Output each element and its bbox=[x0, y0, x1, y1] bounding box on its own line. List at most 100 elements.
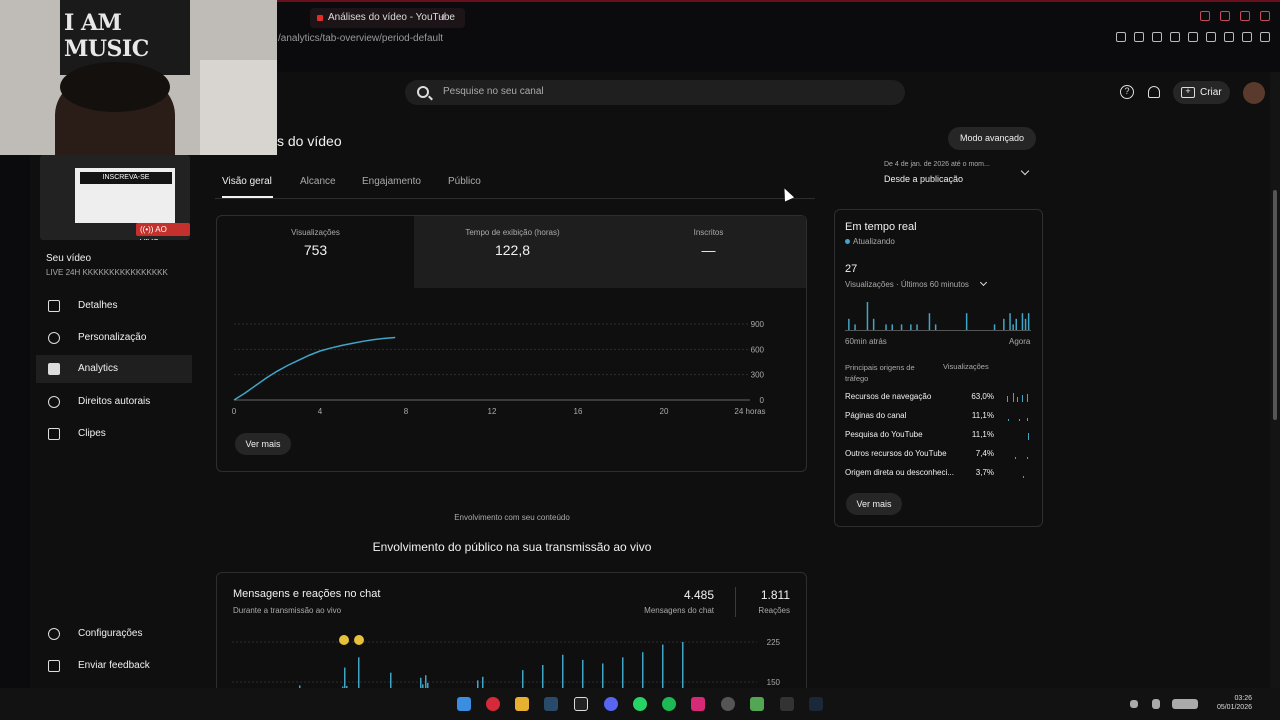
tab-publico[interactable]: Público bbox=[448, 176, 481, 187]
steam-icon[interactable] bbox=[544, 697, 558, 711]
menu-icon[interactable] bbox=[1260, 32, 1270, 42]
clock-date[interactable]: 05/01/2026 bbox=[1216, 704, 1252, 711]
steam-icon[interactable] bbox=[809, 697, 823, 711]
close-icon[interactable] bbox=[1260, 11, 1270, 21]
instagram-icon[interactable] bbox=[691, 697, 705, 711]
microphone-icon[interactable] bbox=[1152, 699, 1160, 709]
source-name: Pesquisa do YouTube bbox=[845, 430, 923, 439]
create-button[interactable]: + Criar bbox=[1173, 81, 1230, 104]
create-label: Criar bbox=[1200, 87, 1222, 98]
chat-bar bbox=[482, 676, 484, 688]
engagement-heading: Envolvimento do público na sua transmiss… bbox=[372, 540, 652, 554]
sources-views-header: Visualizações bbox=[943, 362, 989, 371]
play-icon[interactable] bbox=[1170, 32, 1180, 42]
profile-icon[interactable] bbox=[1224, 32, 1234, 42]
whatsapp-icon[interactable] bbox=[633, 697, 647, 711]
video-title: LIVE 24H KKKKKKKKKKKKKKKK bbox=[46, 268, 168, 277]
app-icon[interactable] bbox=[721, 697, 735, 711]
scrollbar-thumb[interactable] bbox=[1273, 190, 1277, 420]
sidebar-item-label: Configurações bbox=[78, 628, 143, 639]
sidebar-item-direitos[interactable]: Direitos autorais bbox=[36, 388, 192, 416]
sidebar-item-clipes[interactable]: Clipes bbox=[36, 420, 192, 448]
metric-views[interactable]: Visualizações 753 bbox=[217, 216, 414, 288]
see-more-button[interactable]: Ver mais bbox=[846, 493, 902, 515]
source-sparkline bbox=[1008, 418, 1028, 421]
network-volume-icon[interactable] bbox=[1172, 699, 1198, 709]
period-selector[interactable]: Desde a publicação bbox=[884, 174, 964, 184]
tab-alcance[interactable]: Alcance bbox=[300, 176, 336, 187]
tray-chevron-icon[interactable] bbox=[1130, 700, 1138, 708]
chat-bar bbox=[346, 685, 348, 688]
search-input[interactable]: Pesquise no seu canal bbox=[443, 86, 544, 97]
minimize-icon[interactable] bbox=[1220, 11, 1230, 21]
chat-bar bbox=[662, 644, 664, 688]
y-tick-label: 900 bbox=[751, 320, 765, 329]
realtime-metric-selector[interactable]: Visualizações · Últimos 60 minutos bbox=[845, 280, 969, 289]
source-row: Outros recursos do YouTube 7,4% bbox=[845, 449, 1035, 463]
chat-bar bbox=[602, 663, 604, 688]
sidebar-item-detalhes[interactable]: Detalhes bbox=[36, 292, 192, 320]
opera-icon[interactable] bbox=[486, 697, 500, 711]
source-row: Pesquisa do YouTube 11,1% bbox=[845, 430, 1035, 444]
bar-chart-icon bbox=[48, 363, 60, 375]
broadcast-icon bbox=[48, 332, 60, 344]
address-bar[interactable]: /analytics/tab-overview/period-default bbox=[278, 33, 444, 44]
play-store-icon[interactable] bbox=[750, 697, 764, 711]
epic-games-icon[interactable] bbox=[780, 697, 794, 711]
y-tick-label: 0 bbox=[760, 396, 765, 405]
clock-time[interactable]: 03:26 bbox=[1234, 695, 1252, 702]
tiktok-icon[interactable] bbox=[574, 697, 588, 711]
see-more-button[interactable]: Ver mais bbox=[235, 433, 291, 455]
advanced-mode-button[interactable]: Modo avançado bbox=[948, 127, 1036, 150]
realtime-bar bbox=[891, 324, 893, 330]
bell-icon[interactable] bbox=[1148, 86, 1160, 98]
help-icon[interactable]: ? bbox=[1120, 85, 1134, 99]
windows-start-icon[interactable] bbox=[457, 697, 471, 711]
period-range[interactable]: De 4 de jan. de 2026 até o mom... bbox=[884, 161, 990, 168]
sidebar-item-analytics[interactable]: Analytics bbox=[36, 355, 192, 383]
realtime-bar bbox=[854, 324, 856, 330]
folder-icon[interactable] bbox=[515, 697, 529, 711]
chevron-down-icon[interactable] bbox=[1020, 166, 1030, 176]
tab-engajamento[interactable]: Engajamento bbox=[362, 176, 421, 187]
browser-sidebar bbox=[0, 72, 30, 688]
webcam-background bbox=[200, 60, 277, 155]
shield-icon[interactable] bbox=[1152, 32, 1162, 42]
sidebar-item-personalizacao[interactable]: Personalização bbox=[36, 324, 192, 352]
sidebar-item-configuracoes[interactable]: Configurações bbox=[36, 620, 192, 648]
source-pct: 11,1% bbox=[971, 430, 994, 439]
divider bbox=[735, 587, 736, 617]
source-sparkline bbox=[1028, 433, 1029, 440]
browser-tab[interactable]: Análises do vídeo - YouTube bbox=[310, 8, 465, 28]
metric-subscribers[interactable]: Inscritos — bbox=[611, 216, 806, 288]
browser-toolbar-icons bbox=[1116, 32, 1270, 42]
metric-value: — bbox=[701, 242, 716, 258]
page-scrollbar[interactable] bbox=[1270, 72, 1280, 688]
spotify-icon[interactable] bbox=[662, 697, 676, 711]
metric-watch-time[interactable]: Tempo de exibição (horas) 122,8 bbox=[414, 216, 611, 288]
download-icon[interactable] bbox=[1242, 32, 1252, 42]
screenshot-icon[interactable] bbox=[1134, 32, 1144, 42]
chat-messages-value: 4.485 bbox=[683, 588, 714, 602]
avatar[interactable] bbox=[1243, 82, 1265, 104]
heart-icon[interactable] bbox=[1188, 32, 1198, 42]
realtime-bar bbox=[900, 324, 903, 330]
chat-bar bbox=[390, 672, 392, 688]
chat-reactions-label: Reações bbox=[758, 606, 790, 615]
star-icon bbox=[339, 635, 349, 645]
pin-icon[interactable] bbox=[1116, 32, 1126, 42]
maximize-icon[interactable] bbox=[1240, 11, 1250, 21]
new-tab-button[interactable]: + bbox=[440, 10, 448, 24]
tab-visao-geral[interactable]: Visão geral bbox=[222, 176, 272, 187]
x-tick-label: 0 bbox=[232, 407, 237, 416]
extensions-icon[interactable] bbox=[1206, 32, 1216, 42]
realtime-start-label: 60min atrás bbox=[845, 337, 887, 346]
search-icon[interactable] bbox=[1200, 11, 1210, 21]
realtime-count: 27 bbox=[845, 263, 858, 275]
discord-icon[interactable] bbox=[604, 697, 618, 711]
chat-bar bbox=[420, 677, 422, 688]
channel-search[interactable]: Pesquise no seu canal bbox=[405, 80, 905, 105]
sidebar-item-feedback[interactable]: Enviar feedback bbox=[36, 652, 192, 680]
video-thumbnail[interactable]: INSCREVA-SE ((•)) AO VIVO bbox=[40, 155, 190, 240]
chat-bar bbox=[522, 670, 524, 688]
